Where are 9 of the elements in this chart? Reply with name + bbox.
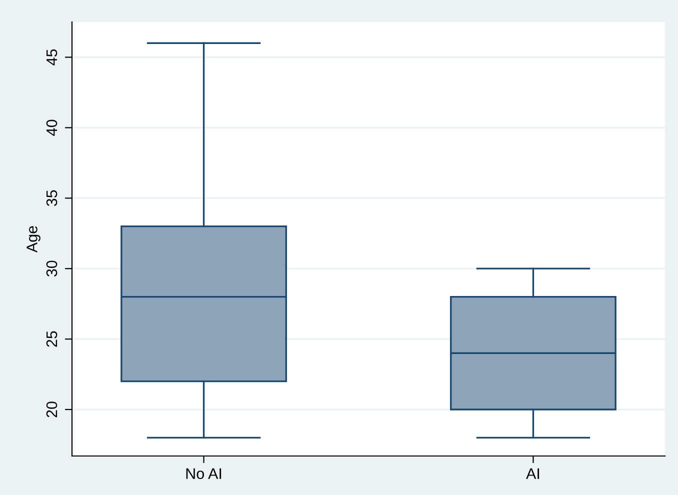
y-tick-label: 20 <box>46 402 58 418</box>
x-tick-label: No AI <box>186 468 222 480</box>
y-tick-label: 25 <box>46 331 58 347</box>
y-tick-label: 35 <box>46 190 58 206</box>
y-tick-label: 30 <box>46 260 58 277</box>
y-tick-label: 45 <box>46 49 58 66</box>
y-axis-title: Age <box>26 226 40 253</box>
x-tick-label: AI <box>526 468 540 479</box>
y-tick-label: 40 <box>46 120 58 136</box>
